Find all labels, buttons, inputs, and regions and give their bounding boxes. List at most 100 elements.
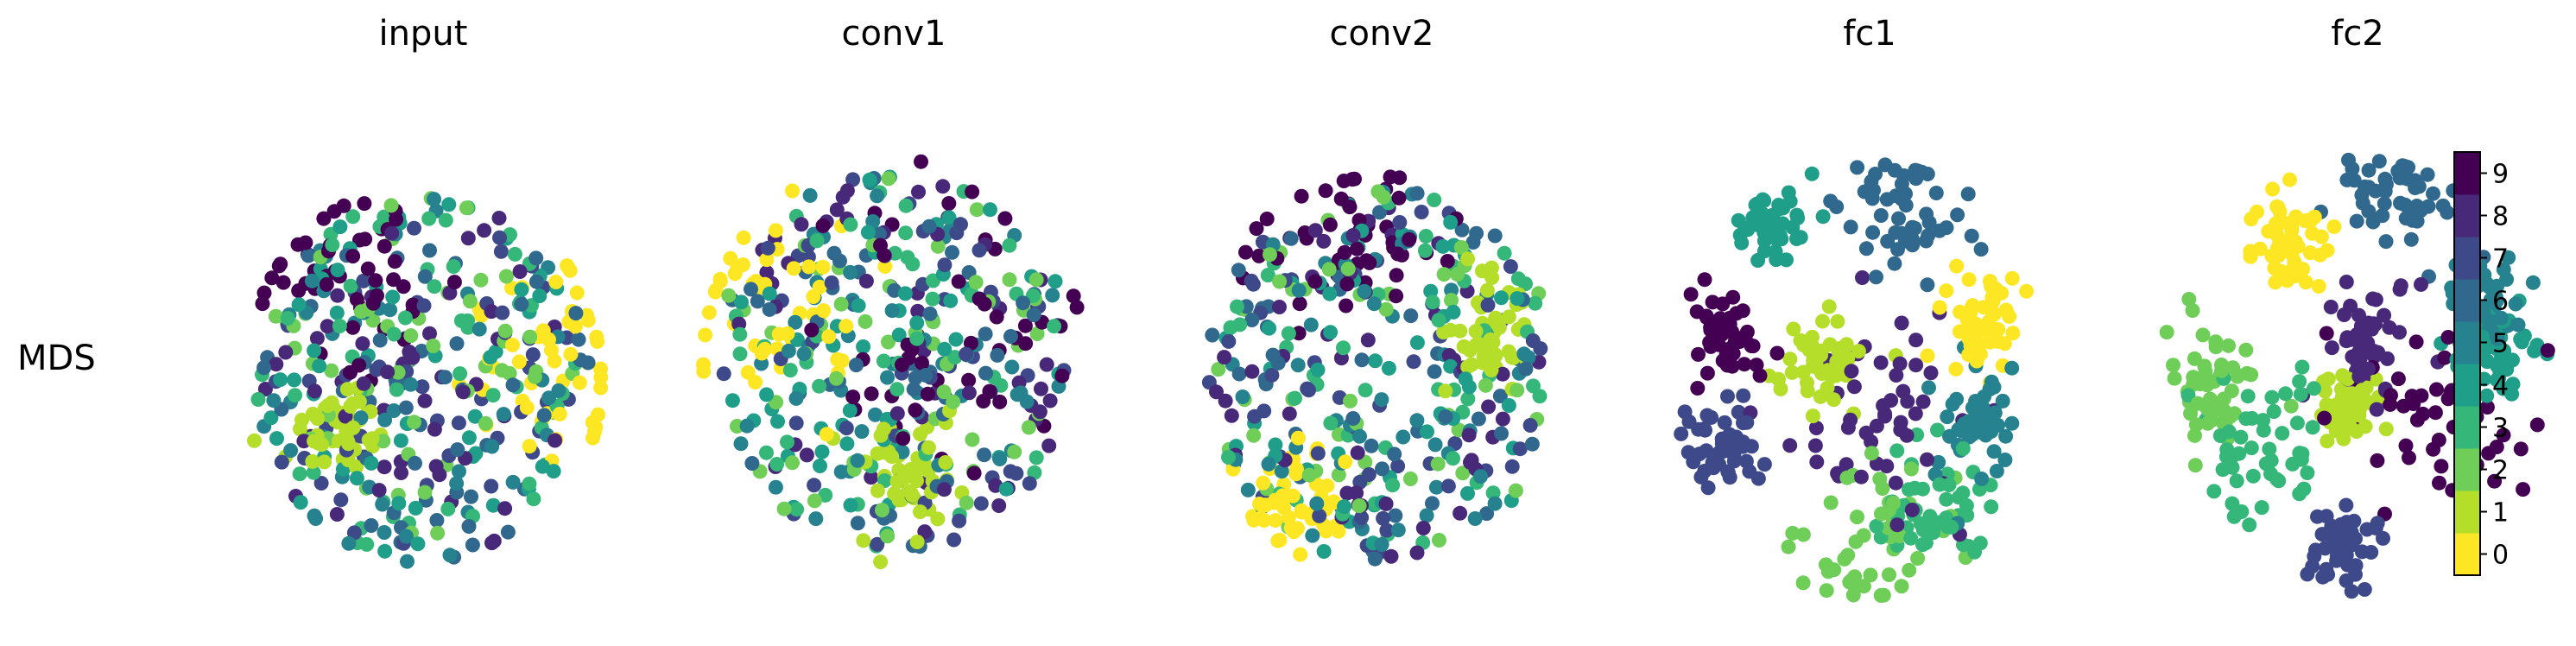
scatter-point	[2243, 244, 2258, 259]
scatter-point	[1962, 325, 1978, 340]
scatter-point	[845, 390, 861, 405]
scatter-point	[312, 358, 327, 374]
scatter-panel-fc1: fc1	[1674, 14, 2035, 603]
scatter-point	[2513, 332, 2529, 347]
scatter-point	[1244, 313, 1260, 327]
scatter-point	[1782, 352, 1798, 367]
scatter-point	[390, 364, 406, 380]
scatter-point	[776, 501, 792, 516]
scatter-point	[1756, 457, 1772, 472]
scatter-point	[1364, 438, 1379, 453]
scatter-point	[815, 259, 831, 275]
scatter-point	[1889, 443, 1905, 459]
scatter-point	[1872, 472, 1888, 487]
scatter-point	[452, 464, 466, 479]
scatter-point	[1805, 408, 1820, 424]
scatter-point	[991, 498, 1007, 513]
scatter-point	[804, 322, 820, 338]
colorbar-segment	[2454, 491, 2480, 534]
scatter-panel-fc2: fc2	[2159, 14, 2555, 599]
scatter-point	[2219, 442, 2235, 457]
scatter-point	[824, 275, 839, 290]
scatter-point	[477, 223, 492, 238]
scatter-point	[2278, 386, 2294, 402]
scatter-point	[1874, 506, 1889, 522]
scatter-point	[280, 311, 295, 326]
scatter-point	[386, 326, 402, 342]
scatter-point	[380, 364, 396, 380]
scatter-point	[1268, 513, 1283, 528]
scatter-point	[935, 179, 951, 194]
colorbar-segment	[2454, 237, 2480, 280]
scatter-point	[1427, 364, 1442, 379]
scatter-point	[2487, 290, 2503, 306]
scatter-point	[2481, 446, 2497, 461]
scatter-point	[1795, 527, 1811, 542]
scatter-point	[1294, 188, 1309, 204]
scatter-point	[2200, 415, 2215, 431]
scatter-point	[2313, 229, 2329, 244]
scatter-point	[1468, 324, 1484, 339]
scatter-point	[1501, 344, 1516, 359]
scatter-point	[1945, 396, 1960, 412]
scatter-point	[2275, 214, 2289, 230]
scatter-point	[1840, 351, 1856, 366]
scatter-point	[291, 297, 307, 313]
scatter-point	[310, 411, 326, 427]
scatter-point	[2492, 364, 2508, 379]
scatter-point	[1331, 523, 1346, 539]
scatter-point	[864, 470, 879, 485]
scatter-point	[357, 196, 372, 212]
scatter-point	[264, 270, 280, 286]
scatter-point	[2269, 472, 2284, 487]
scatter-point	[1786, 321, 1801, 337]
scatter-point	[1379, 522, 1395, 538]
scatter-point	[567, 319, 583, 334]
scatter-point	[1468, 338, 1484, 352]
scatter-point	[1893, 415, 1908, 430]
scatter-point	[759, 387, 775, 402]
scatter-point	[2310, 509, 2325, 524]
scatter-point	[1016, 295, 1031, 311]
scatter-point	[1425, 496, 1440, 511]
scatter-point	[796, 346, 812, 362]
scatter-point	[1973, 242, 1989, 257]
scatter-point	[1532, 389, 1547, 404]
scatter-point	[497, 323, 513, 339]
scatter-point	[1230, 299, 1244, 314]
scatter-point	[324, 363, 339, 378]
scatter-point	[2292, 374, 2307, 390]
scatter-point	[801, 259, 817, 275]
scatter-point	[1931, 454, 1946, 470]
scatter-point	[978, 365, 993, 381]
scatter-point	[460, 231, 476, 246]
colorbar-tick-label: 2	[2492, 456, 2509, 486]
scatter-point	[1840, 548, 1856, 563]
scatter-point	[1436, 267, 1452, 282]
scatter-point	[943, 293, 959, 308]
scatter-point	[740, 364, 756, 380]
scatter-point	[917, 524, 933, 540]
scatter-point	[839, 319, 854, 334]
scatter-point	[889, 406, 905, 421]
scatter-point	[1914, 164, 1929, 180]
scatter-point	[437, 370, 453, 385]
scatter-point	[1406, 354, 1421, 370]
scatter-point	[2403, 231, 2419, 247]
scatter-point	[1352, 428, 1367, 444]
scatter-point	[1819, 583, 1834, 598]
scatter-point	[590, 333, 605, 349]
scatter-point	[1034, 381, 1048, 396]
scatter-point	[759, 265, 775, 280]
scatter-point	[1438, 383, 1453, 399]
scatter-point	[451, 415, 466, 431]
scatter-point	[349, 471, 364, 486]
scatter-point	[591, 407, 605, 422]
scatter-point	[951, 274, 966, 289]
scatter-point	[2501, 250, 2516, 265]
scatter-point	[2319, 561, 2334, 577]
scatter-point	[1711, 337, 1726, 352]
scatter-point	[2402, 450, 2416, 466]
scatter-point	[505, 338, 520, 352]
scatter-point	[2004, 415, 2020, 431]
